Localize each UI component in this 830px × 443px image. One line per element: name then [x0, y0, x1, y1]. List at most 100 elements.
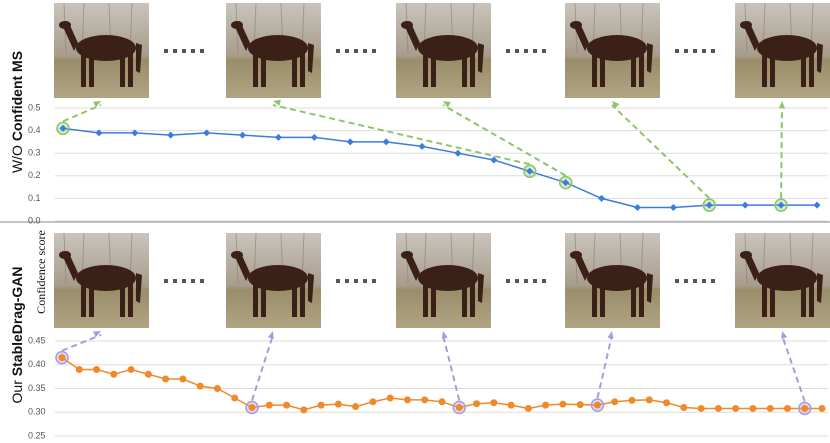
point [346, 138, 354, 146]
horse-image [734, 232, 830, 329]
row-label-prefix: W/O [9, 141, 25, 173]
horse-image [395, 232, 492, 329]
arrow [596, 334, 613, 399]
ellipsis-dot [363, 49, 367, 53]
point [334, 400, 342, 408]
ellipsis-dot [182, 279, 186, 283]
point [110, 370, 118, 378]
point [386, 394, 394, 402]
point [813, 201, 821, 209]
point [732, 404, 740, 412]
line [62, 127, 817, 209]
point [248, 404, 256, 411]
y-tick-label: 0.40 [28, 359, 46, 369]
ellipsis-dot [372, 49, 376, 53]
horse-image [53, 232, 150, 329]
ellipsis-dot [363, 279, 367, 283]
point [231, 394, 239, 402]
point [749, 404, 757, 412]
point [611, 398, 619, 406]
point [576, 401, 584, 409]
ellipsis-dot [533, 49, 537, 53]
arrow [781, 334, 806, 402]
y-tick-label: 0.1 [28, 193, 41, 203]
ellipsis-dot [702, 279, 706, 283]
y-tick-label: 0.4 [28, 125, 41, 135]
arrow-head [273, 99, 281, 106]
point [783, 404, 791, 412]
point [669, 203, 677, 211]
ellipsis-dot [200, 49, 204, 53]
point [274, 133, 282, 141]
point [598, 194, 606, 202]
point [524, 404, 532, 412]
point [239, 131, 247, 139]
point [801, 404, 809, 412]
point [418, 142, 426, 150]
y-tick-label: 0.2 [28, 170, 41, 180]
arrow [251, 334, 274, 401]
arrow [62, 104, 102, 123]
arrow [61, 334, 102, 352]
ellipsis-dot [542, 279, 546, 283]
point [382, 138, 390, 146]
ellipsis-dot [164, 49, 168, 53]
point [369, 398, 377, 406]
y-tick-label: 0.3 [28, 148, 41, 158]
horse-image [225, 2, 322, 99]
arrow-head [781, 331, 788, 339]
point [265, 401, 273, 409]
point [403, 396, 411, 404]
y-tick-label: 0.0 [28, 215, 41, 225]
ellipsis-dot [345, 49, 349, 53]
point [680, 404, 688, 411]
horse-image [564, 2, 661, 99]
ellipsis-dot [524, 279, 528, 283]
horse-image [734, 2, 830, 99]
point [144, 370, 152, 378]
point [473, 400, 481, 408]
horse-image [395, 2, 492, 99]
ellipsis-dot [191, 279, 195, 283]
y-tick-label: 0.45 [28, 335, 46, 345]
arrow-head [267, 331, 274, 339]
ellipsis-dot [173, 49, 177, 53]
ellipsis-dot [200, 279, 204, 283]
point [705, 201, 713, 209]
ellipsis-dot [506, 49, 510, 53]
point [127, 366, 135, 373]
point [559, 400, 567, 408]
point [310, 133, 318, 141]
ellipsis-dot [182, 49, 186, 53]
horse-image [564, 232, 661, 329]
point [593, 401, 601, 409]
arrow [442, 104, 567, 177]
ellipsis-dot [684, 49, 688, 53]
point [455, 404, 463, 411]
ellipsis-dot [675, 279, 679, 283]
point [58, 354, 66, 362]
ellipsis-dot [191, 49, 195, 53]
horse-image [225, 232, 322, 329]
ellipsis-dot [542, 49, 546, 53]
ellipsis-dot [336, 49, 340, 53]
point [628, 396, 636, 404]
ellipsis-dot [711, 49, 715, 53]
ellipsis-dot [702, 49, 706, 53]
y-tick-label: 0.30 [28, 407, 46, 417]
y-tick-label: 0.35 [28, 383, 46, 393]
point [526, 167, 534, 175]
point [542, 401, 550, 409]
point [741, 201, 749, 209]
arrow-head [607, 331, 614, 339]
point [777, 201, 785, 209]
point [162, 375, 170, 383]
ellipsis-dot [506, 279, 510, 283]
arrow [611, 104, 710, 199]
point [645, 396, 653, 404]
ellipsis-dot [515, 49, 519, 53]
ellipsis-dot [684, 279, 688, 283]
point [507, 401, 515, 409]
ellipsis-dot [372, 279, 376, 283]
